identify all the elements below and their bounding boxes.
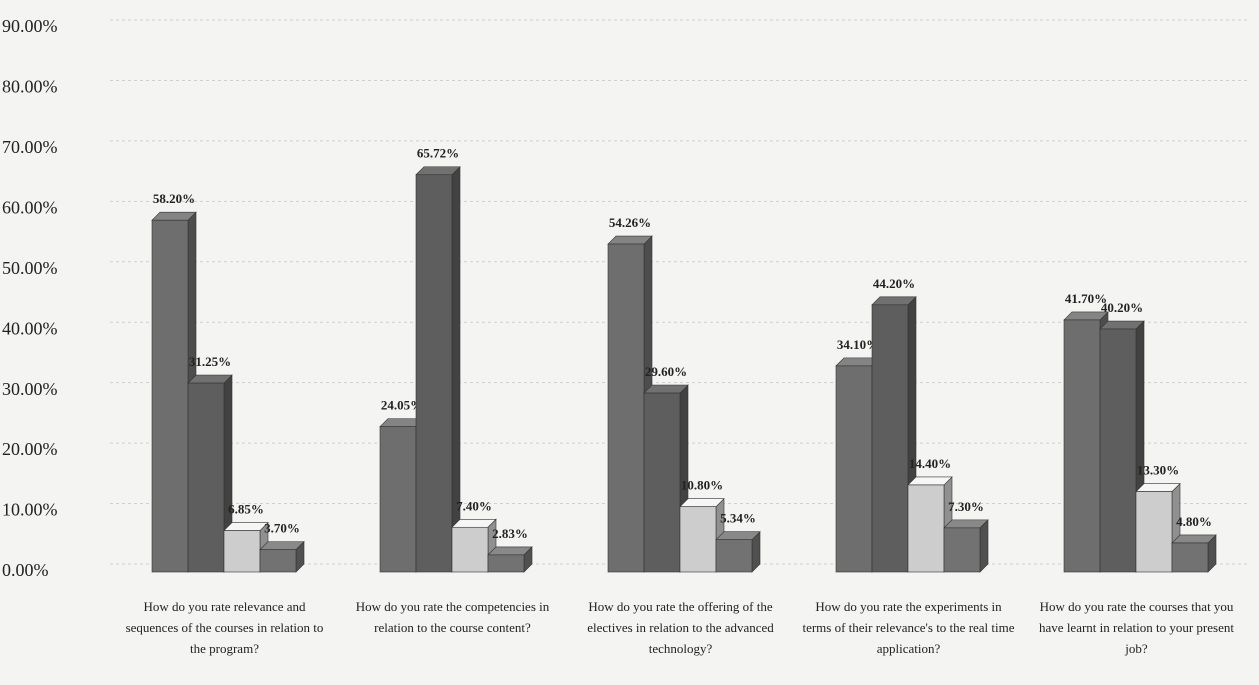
bar-top (223, 522, 269, 531)
bar-top (259, 541, 305, 550)
bar (415, 174, 453, 573)
bar-top (1099, 320, 1145, 330)
bar (151, 219, 189, 573)
x-tick-label: How do you rate the offering of the elec… (587, 599, 774, 656)
value-label: 44.20% (873, 276, 915, 291)
bar (643, 392, 681, 573)
value-label: 14.40% (909, 456, 951, 471)
bar (1099, 328, 1137, 573)
bar (187, 382, 225, 573)
bar-top (1171, 534, 1217, 544)
y-tick-label: 90.00% (2, 16, 58, 36)
value-label: 40.20% (1101, 300, 1143, 315)
bar-top (451, 518, 497, 528)
bar (715, 539, 753, 573)
bar (943, 527, 981, 573)
bar (835, 365, 873, 573)
bar (487, 554, 525, 573)
bar (679, 506, 717, 573)
value-label: 4.80% (1176, 514, 1212, 529)
x-tick-label: How do you rate the experiments in terms… (802, 599, 1015, 656)
bar-top (187, 374, 233, 384)
bar-top (679, 498, 725, 508)
bar-top (871, 296, 917, 306)
value-label: 5.34% (720, 511, 756, 526)
value-label: 7.30% (948, 499, 984, 514)
bar-top (715, 531, 761, 541)
value-label: 54.26% (609, 215, 651, 230)
y-tick-label: 80.00% (2, 77, 58, 97)
value-label: 41.70% (1065, 291, 1107, 306)
value-label: 3.70% (264, 521, 300, 536)
bar-top (1135, 483, 1181, 492)
value-label: 2.83% (492, 526, 528, 541)
bar-top (607, 235, 653, 245)
bar-top (907, 476, 953, 486)
bar-top (415, 166, 461, 176)
bar (379, 426, 417, 573)
x-tick-label: How do you rate the competencies in rela… (355, 599, 550, 635)
y-tick-label: 0.00% (2, 560, 49, 580)
value-label: 7.40% (456, 498, 492, 513)
x-tick-label: How do you rate the courses that you hav… (1039, 599, 1234, 656)
bar (1171, 542, 1209, 573)
value-label: 6.85% (228, 502, 264, 517)
value-label: 24.05% (381, 398, 423, 413)
bar (451, 526, 489, 573)
bar (607, 243, 645, 573)
y-tick-label: 40.00% (2, 318, 58, 338)
bar (1135, 491, 1173, 573)
value-label: 65.72% (417, 146, 459, 161)
y-tick-label: 70.00% (2, 137, 58, 157)
bar-top (151, 211, 197, 221)
bar-top (487, 546, 533, 556)
x-tick-label: How do you rate relevance and sequences … (125, 599, 324, 656)
bar (223, 530, 261, 573)
y-tick-label: 60.00% (2, 197, 58, 217)
bar-side (979, 519, 989, 573)
value-label: 29.60% (645, 364, 687, 379)
y-tick-label: 30.00% (2, 379, 58, 399)
bar (871, 304, 909, 573)
value-label: 34.10% (837, 337, 879, 352)
y-tick-label: 20.00% (2, 439, 58, 459)
value-label: 58.20% (153, 191, 195, 206)
y-tick-label: 10.00% (2, 500, 58, 520)
value-label: 13.30% (1137, 463, 1179, 478)
bar (907, 484, 945, 573)
bar (1063, 319, 1101, 573)
value-label: 31.25% (189, 354, 231, 369)
bar-top (643, 384, 689, 394)
value-label: 10.80% (681, 478, 723, 493)
bar-top (943, 519, 989, 529)
bar (259, 549, 297, 573)
y-tick-label: 50.00% (2, 258, 58, 278)
